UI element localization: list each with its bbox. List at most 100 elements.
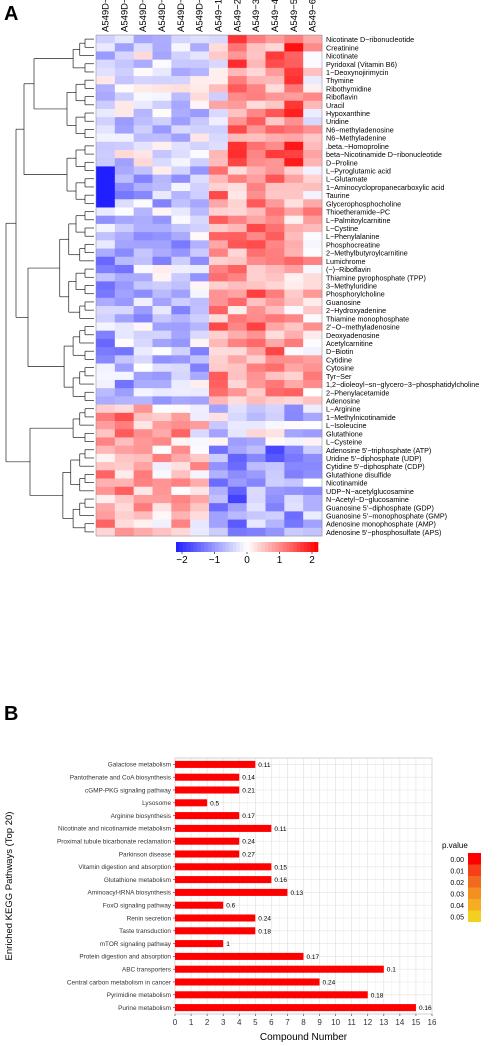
heatmap-cell	[133, 59, 153, 69]
bar	[175, 888, 288, 896]
heatmap-cell	[227, 306, 248, 315]
heatmap-cell	[209, 478, 229, 488]
heatmap-cell	[227, 117, 248, 126]
x-tick-label: 4	[237, 1018, 242, 1027]
heatmap-cell	[190, 133, 210, 143]
heatmap-cell	[171, 215, 191, 225]
heatmap-cell	[209, 51, 229, 61]
color-key-segment	[293, 542, 297, 552]
heatmap-cell	[284, 67, 304, 77]
heatmap-cell	[227, 240, 248, 249]
heatmap-cell	[133, 149, 153, 159]
row-label: Lumichrome	[326, 257, 366, 266]
color-key-segment	[186, 542, 191, 552]
heatmap-cell	[152, 379, 172, 389]
bar	[175, 940, 224, 948]
heatmap-cell	[96, 248, 116, 258]
heatmap-cell	[246, 207, 266, 217]
heatmap-cell	[227, 256, 248, 266]
heatmap-cell	[171, 149, 191, 159]
heatmap-cell	[303, 347, 323, 356]
heatmap-cell	[265, 133, 285, 143]
heatmap-cell	[114, 453, 135, 463]
heatmap-cell	[227, 100, 248, 110]
heatmap-cell	[284, 207, 304, 217]
heatmap-cell	[190, 297, 210, 307]
heatmap-cell	[190, 437, 210, 447]
heatmap-cell	[96, 462, 116, 471]
color-key-segment	[257, 542, 262, 552]
heatmap-cell	[227, 462, 248, 471]
heatmap-cell	[114, 100, 135, 110]
row-label: Adenosine	[326, 396, 360, 405]
bar-value-label: 0.16	[419, 1005, 432, 1012]
heatmap-cell	[171, 396, 191, 405]
heatmap-cell	[96, 388, 116, 397]
heatmap-cell	[265, 486, 285, 496]
color-key-segment	[222, 542, 226, 552]
row-label: Tyr−Ser	[326, 372, 352, 381]
bar	[175, 952, 304, 960]
row-label: (−)−Riboflavin	[326, 265, 371, 274]
heatmap-cell	[227, 429, 248, 438]
bar-value-label: 0.16	[274, 877, 287, 884]
heatmap-cell	[284, 108, 304, 118]
heatmap-cell	[152, 256, 172, 266]
heatmap-cell	[227, 478, 248, 488]
heatmap-cell	[96, 338, 116, 348]
heatmap-cell	[171, 59, 191, 69]
heatmap-cell	[284, 141, 304, 151]
heatmap-cell	[209, 223, 229, 233]
heatmap-cell	[227, 182, 248, 192]
bar	[175, 773, 240, 781]
heatmap-cell	[227, 264, 248, 274]
heatmap-cell	[152, 322, 172, 332]
heatmap-cell	[133, 166, 153, 176]
row-label: 3−Methyluridine	[326, 282, 377, 291]
row-label: Phosphocreatine	[326, 240, 380, 249]
heatmap-cell	[227, 51, 248, 61]
heatmap-cell	[227, 108, 248, 118]
heatmap-cell	[303, 289, 323, 299]
heatmap-cell	[209, 207, 229, 217]
heatmap-cell	[303, 248, 323, 258]
heatmap-cell	[171, 379, 191, 389]
row-label: 2−Methylbutyroylcarnitine	[326, 249, 408, 258]
heatmap-cell	[114, 511, 135, 520]
heatmap-cell	[190, 412, 210, 422]
color-key-segment	[225, 542, 230, 552]
row-label: .beta.−Homoproline	[326, 142, 389, 151]
heatmap-cell	[303, 264, 323, 274]
heatmap-cell	[114, 322, 135, 332]
heatmap-cell	[284, 437, 304, 447]
heatmap-cell	[246, 379, 266, 389]
x-tick-label: 12	[363, 1018, 372, 1027]
heatmap-cell	[246, 76, 266, 85]
heatmap-cell	[96, 306, 116, 315]
row-label: Deoxyadenosine	[326, 331, 380, 340]
heatmap-cell	[209, 191, 229, 200]
heatmap-cell	[284, 174, 304, 184]
heatmap-cell	[227, 379, 248, 389]
heatmap-cell	[133, 133, 153, 143]
row-label: 1,2−dioleoyl−sn−glycero−3−phosphatidylch…	[326, 380, 479, 389]
heatmap-cell	[246, 92, 266, 102]
heatmap-cell	[227, 421, 248, 430]
heatmap-cell	[171, 166, 191, 176]
heatmap-cell	[284, 232, 304, 241]
heatmap-cell	[265, 363, 285, 373]
heatmap-cell	[190, 445, 210, 455]
heatmap-cell	[246, 503, 266, 512]
heatmap-cell	[96, 158, 116, 167]
heatmap-cell	[303, 511, 323, 520]
heatmap-cell	[190, 264, 210, 274]
heatmap-cell	[284, 182, 304, 192]
color-key-segment	[310, 542, 315, 552]
heatmap-cell	[265, 462, 285, 471]
heatmap-cell	[171, 223, 191, 233]
heatmap-cell	[209, 166, 229, 176]
heatmap-cell	[284, 494, 304, 504]
bar-value-label: 0.13	[290, 890, 303, 897]
heatmap-cell	[209, 248, 229, 258]
heatmap-cell	[114, 158, 135, 167]
